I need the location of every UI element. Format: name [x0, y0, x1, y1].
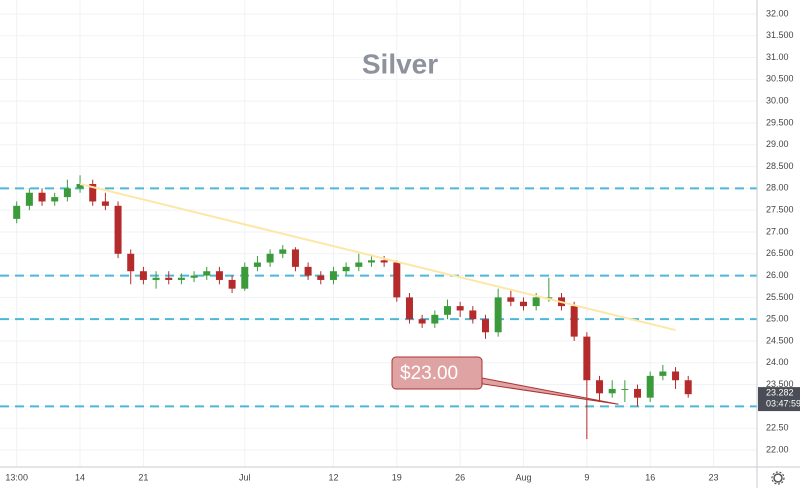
candle-body [101, 201, 109, 206]
candle-body [203, 271, 211, 276]
candle-body [279, 249, 287, 254]
x-tick-label: Aug [515, 472, 531, 482]
candle-body [443, 306, 451, 315]
candle-body [38, 192, 46, 202]
candle-body [583, 336, 591, 381]
y-tick-label: 31.00 [766, 52, 789, 62]
candle-body [152, 277, 160, 280]
y-tick-label: 26.00 [766, 270, 789, 280]
y-tick-label: 25.00 [766, 314, 789, 324]
candle-body [127, 253, 135, 272]
candle-body [393, 262, 401, 298]
candle-body [545, 297, 553, 299]
overlay: $23.00 [79, 183, 676, 405]
y-tick-label: 30.00 [766, 96, 789, 106]
candle-body [608, 388, 616, 394]
candle-body [317, 275, 325, 280]
candle-body [621, 388, 629, 390]
last-price-box [758, 387, 800, 412]
candle-body [228, 279, 236, 289]
y-tick-label: 25.500 [766, 292, 794, 302]
x-tick-label: 23 [709, 472, 719, 482]
y-tick-label: 24.00 [766, 357, 789, 367]
candle-body [329, 271, 337, 280]
y-tick-label: 27.500 [766, 205, 794, 215]
candle-body [165, 277, 173, 280]
x-tick-label: Jul [239, 472, 251, 482]
candle-body [634, 388, 642, 398]
candle-body [684, 380, 692, 395]
candle-body [342, 266, 350, 272]
candle-body [367, 260, 375, 263]
y-tick-label: 31.500 [766, 30, 794, 40]
candle-body [507, 297, 515, 302]
y-tick-label: 28.00 [766, 183, 789, 193]
candle-body [570, 306, 578, 337]
candle-body [646, 375, 654, 398]
candle-body [405, 297, 413, 320]
candle-body [89, 184, 97, 202]
candle-body [241, 266, 249, 289]
candles [13, 175, 692, 440]
x-tick-label: 21 [138, 472, 148, 482]
candle-body [25, 192, 33, 206]
y-tick-label: 27.00 [766, 226, 789, 236]
y-tick-label: 32.00 [766, 8, 789, 18]
candle-body [520, 301, 527, 307]
x-tick-label: 19 [392, 472, 402, 482]
candle-body [139, 271, 147, 280]
candle-body [215, 271, 223, 280]
candle-body [380, 260, 388, 263]
y-tick-label: 28.500 [766, 161, 794, 171]
candle-body [114, 205, 122, 254]
candle-body [76, 184, 84, 189]
candle-body [190, 275, 198, 278]
y-tick-label: 22.50 [766, 423, 789, 433]
x-tick-label: 12 [328, 472, 338, 482]
chart-title: Silver [362, 48, 438, 79]
candle-body [177, 277, 185, 280]
candle-body [431, 314, 439, 324]
y-tick-label: 24.500 [766, 335, 794, 345]
x-tick-label: 13:00 [5, 472, 28, 482]
y-tick-label: 26.500 [766, 248, 794, 258]
candle-body [291, 249, 299, 267]
y-tick-label: 29.500 [766, 117, 794, 127]
callout-box [391, 356, 483, 390]
candle-body [469, 310, 477, 320]
callout-text: $23.00 [400, 363, 458, 384]
countdown-label: 03:47:59 [766, 398, 800, 408]
y-tick-label: 30.500 [766, 74, 794, 84]
candle-body [494, 297, 502, 333]
candle-body [63, 188, 71, 198]
candle-body [456, 306, 464, 311]
candle-body [481, 319, 489, 333]
last-price-label: 23.282 [766, 387, 794, 397]
candle-body [253, 262, 261, 267]
x-tick-label: 14 [75, 472, 85, 482]
x-tick-label: 16 [645, 472, 655, 482]
candle-body [266, 253, 274, 263]
y-tick-label: 22.00 [766, 444, 789, 454]
settings-icon[interactable] [771, 471, 785, 485]
candle-body [13, 205, 21, 219]
candle-body [355, 262, 363, 267]
candle-body [532, 297, 540, 307]
y-tick-label: 29.00 [766, 139, 789, 149]
candle-body [304, 266, 312, 276]
y-tick-label: 23.500 [766, 379, 794, 389]
candle-body [418, 319, 426, 324]
candle-body [51, 197, 59, 202]
candle-body [596, 380, 604, 394]
trendline [79, 183, 676, 332]
x-tick-label: 26 [455, 472, 465, 482]
candle-body [672, 371, 680, 381]
x-tick-label: 9 [584, 472, 589, 482]
candle-body [659, 371, 667, 376]
